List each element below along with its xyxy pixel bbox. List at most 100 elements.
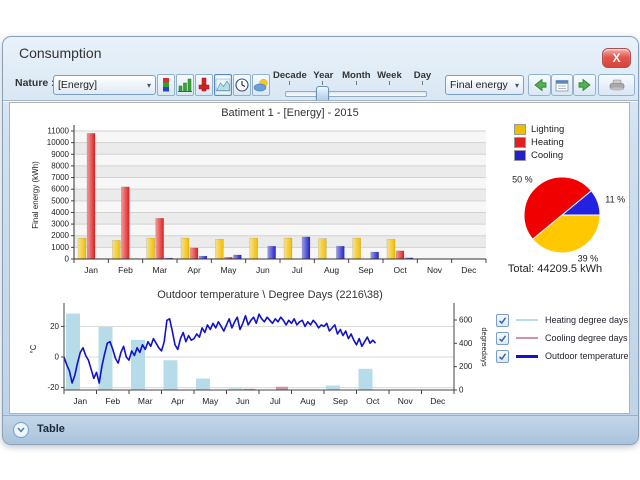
bar-chart-icon xyxy=(177,76,193,94)
check-icon xyxy=(498,316,507,325)
stacked-bar-chart-button[interactable] xyxy=(157,74,175,96)
svg-text:Feb: Feb xyxy=(118,265,133,275)
titlebar: Consumption X xyxy=(3,37,638,67)
svg-text:8000: 8000 xyxy=(51,161,69,170)
energy-type-value: Final energy xyxy=(450,79,508,91)
nature-select[interactable]: [Energy] ▾ xyxy=(53,75,156,95)
calendar-button[interactable] xyxy=(551,74,573,96)
clock-icon xyxy=(234,76,250,94)
svg-text:Jun: Jun xyxy=(236,396,250,406)
legend-item-outdoor-temp: Outdoor temperature xyxy=(496,347,629,365)
temperature-degree-days-chart: JanFebMarAprMayJunJulAugSepOctNovDec-200… xyxy=(24,297,496,413)
svg-text:Jul: Jul xyxy=(292,265,303,275)
area-chart-button[interactable] xyxy=(214,74,232,96)
toolbar: Nature : [Energy] ▾ xyxy=(3,69,638,99)
nature-select-value: [Energy] xyxy=(58,79,97,91)
close-button[interactable]: X xyxy=(602,48,631,68)
table-expander-bar[interactable]: Table xyxy=(3,415,638,444)
consumption-bar-chart: 0100020003000400050006000700080009000100… xyxy=(28,119,493,291)
svg-text:1000: 1000 xyxy=(51,243,69,252)
svg-text:11000: 11000 xyxy=(47,127,69,136)
svg-text:39 %: 39 % xyxy=(578,253,599,263)
chart-type-buttons xyxy=(157,74,270,96)
toolbar-separator xyxy=(3,100,638,101)
heating-view-button[interactable] xyxy=(195,74,213,96)
svg-text:6000: 6000 xyxy=(51,185,69,194)
charts-panel: Batiment 1 - [Energy] - 2015 01000200030… xyxy=(9,102,630,414)
heating-dd-checkbox[interactable] xyxy=(496,314,509,327)
svg-text:Oct: Oct xyxy=(394,265,408,275)
svg-text:5000: 5000 xyxy=(51,196,69,205)
svg-text:May: May xyxy=(220,265,237,275)
nature-label: Nature : xyxy=(15,77,55,89)
svg-text:Apr: Apr xyxy=(188,265,201,275)
energy-share-pie-chart: 11 %50 %39 % xyxy=(490,155,634,279)
table-label: Table xyxy=(37,423,65,435)
heating-swatch xyxy=(514,137,526,148)
svg-text:May: May xyxy=(202,396,219,406)
svg-text:Jun: Jun xyxy=(256,265,270,275)
svg-text:0: 0 xyxy=(65,255,70,264)
svg-text:600: 600 xyxy=(459,316,473,325)
svg-text:7000: 7000 xyxy=(51,173,69,182)
svg-text:Feb: Feb xyxy=(105,396,120,406)
energy-type-select[interactable]: Final energy ▾ xyxy=(445,75,524,95)
consumption-window: Consumption X Nature : [Energy] ▾ xyxy=(2,36,639,445)
svg-text:Nov: Nov xyxy=(427,265,443,275)
period-label-year: Year xyxy=(307,70,340,81)
svg-text:Oct: Oct xyxy=(366,396,380,406)
svg-text:Sep: Sep xyxy=(333,396,348,406)
outdoor-temp-label: Outdoor temperature xyxy=(545,351,629,361)
svg-text:Jan: Jan xyxy=(84,265,98,275)
svg-text:Apr: Apr xyxy=(171,396,184,406)
close-icon: X xyxy=(612,51,620,65)
lighting-swatch xyxy=(514,124,526,135)
time-view-button[interactable] xyxy=(233,74,251,96)
outdoor-temp-line-swatch xyxy=(516,355,538,358)
weather-icon xyxy=(253,76,269,94)
period-label-day: Day xyxy=(406,70,439,81)
svg-text:Aug: Aug xyxy=(300,396,315,406)
previous-period-button[interactable] xyxy=(528,74,551,96)
chevron-down-icon: ▾ xyxy=(147,81,151,90)
weather-view-button[interactable] xyxy=(252,74,270,96)
svg-text:0: 0 xyxy=(459,386,464,395)
pie-total-label: Total: 44209.5 kWh xyxy=(480,263,630,275)
window-title: Consumption xyxy=(19,45,102,61)
calendar-icon xyxy=(554,78,570,93)
heating-dd-label: Heating degree days xyxy=(545,315,628,325)
chevron-down-icon xyxy=(16,426,26,434)
period-label-week: Week xyxy=(373,70,406,81)
svg-text:Sep: Sep xyxy=(358,265,373,275)
svg-text:3000: 3000 xyxy=(51,220,69,229)
svg-text:9000: 9000 xyxy=(51,150,69,159)
svg-text:Final energy (kWh): Final energy (kWh) xyxy=(31,161,40,229)
check-icon xyxy=(498,334,507,343)
period-slider-ticks xyxy=(273,81,439,86)
period-slider-track[interactable] xyxy=(285,91,427,97)
svg-text:Mar: Mar xyxy=(138,396,153,406)
lighting-label: Lighting xyxy=(531,124,564,135)
svg-text:Mar: Mar xyxy=(153,265,168,275)
next-period-button[interactable] xyxy=(573,74,596,96)
legend-item-heating: Heating xyxy=(514,136,564,149)
arrow-left-icon xyxy=(532,78,548,92)
period-slider-labels: Decade Year Month Week Day xyxy=(273,70,439,81)
cooling-dd-checkbox[interactable] xyxy=(496,332,509,345)
svg-text:-20: -20 xyxy=(47,383,59,392)
svg-text:50 %: 50 % xyxy=(512,175,533,185)
heating-icon xyxy=(196,76,212,94)
outdoor-temp-checkbox[interactable] xyxy=(496,350,509,363)
svg-text:Jan: Jan xyxy=(73,396,87,406)
bar-chart-button[interactable] xyxy=(176,74,194,96)
heating-dd-line-swatch xyxy=(516,319,538,321)
table-expander-button[interactable] xyxy=(13,422,29,438)
legend-item-cooling-dd: Cooling degree days xyxy=(496,329,629,347)
period-slider: Decade Year Month Week Day xyxy=(273,70,439,97)
printer-icon xyxy=(606,78,628,92)
print-button[interactable] xyxy=(598,74,635,96)
cooling-dd-label: Cooling degree days xyxy=(545,333,628,343)
period-label-decade: Decade xyxy=(273,70,307,81)
svg-text:Jul: Jul xyxy=(270,396,281,406)
main-chart-title: Batiment 1 - [Energy] - 2015 xyxy=(50,107,530,119)
